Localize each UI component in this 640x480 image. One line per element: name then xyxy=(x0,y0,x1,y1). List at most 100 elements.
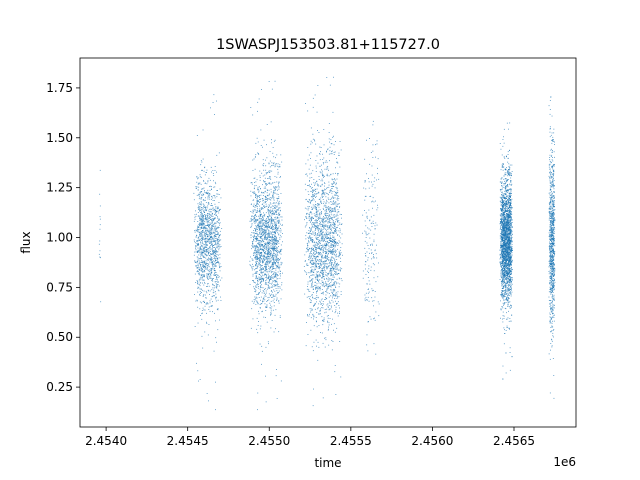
data-point xyxy=(254,221,256,222)
data-point xyxy=(323,226,325,228)
data-point xyxy=(264,228,265,230)
data-point xyxy=(305,345,307,347)
data-point xyxy=(310,253,312,255)
data-point xyxy=(312,258,314,260)
data-point xyxy=(207,244,208,246)
data-point xyxy=(335,286,336,288)
data-point xyxy=(322,254,324,256)
data-point xyxy=(274,285,276,287)
data-point xyxy=(315,258,317,260)
data-point xyxy=(324,182,325,184)
data-point xyxy=(311,206,312,208)
data-point xyxy=(321,190,323,192)
data-point xyxy=(322,281,324,283)
data-point xyxy=(204,234,205,236)
data-point xyxy=(333,144,335,146)
data-point xyxy=(316,180,318,182)
data-point xyxy=(218,243,220,245)
data-point xyxy=(255,236,257,237)
data-point xyxy=(276,193,278,195)
data-point xyxy=(250,256,251,258)
data-point xyxy=(332,209,334,211)
data-point xyxy=(333,253,335,255)
data-point xyxy=(321,256,322,258)
data-point xyxy=(318,179,320,180)
data-point xyxy=(211,258,213,260)
data-point xyxy=(256,278,258,280)
data-point xyxy=(332,203,334,205)
data-point xyxy=(337,209,339,211)
data-point xyxy=(217,289,219,291)
data-point xyxy=(325,260,327,262)
data-point xyxy=(251,215,253,217)
data-point xyxy=(309,215,311,217)
data-point xyxy=(275,375,277,377)
data-point xyxy=(324,221,326,223)
data-point xyxy=(319,159,321,161)
data-point xyxy=(335,209,337,211)
data-point xyxy=(342,254,343,256)
data-point xyxy=(201,233,203,235)
data-point xyxy=(200,204,202,206)
data-point xyxy=(208,257,209,259)
data-point xyxy=(312,314,314,316)
data-point xyxy=(253,269,255,271)
data-point xyxy=(312,254,314,256)
data-point xyxy=(210,243,212,245)
data-point xyxy=(262,250,264,251)
data-point xyxy=(321,220,323,222)
data-point xyxy=(259,247,261,249)
data-point xyxy=(327,148,329,150)
data-point xyxy=(206,191,208,193)
data-point xyxy=(313,305,314,307)
data-point xyxy=(207,241,208,243)
data-point xyxy=(214,295,215,297)
data-point xyxy=(262,232,264,234)
data-point xyxy=(312,274,314,276)
data-point xyxy=(195,245,196,247)
data-point xyxy=(275,293,277,295)
data-point xyxy=(199,285,201,287)
data-point xyxy=(208,259,210,261)
data-point xyxy=(316,193,318,195)
data-point xyxy=(194,273,196,275)
data-point xyxy=(254,233,256,234)
data-point xyxy=(206,273,208,274)
data-point xyxy=(202,227,204,229)
data-point xyxy=(335,271,337,273)
data-point xyxy=(208,217,210,219)
data-point xyxy=(341,233,343,235)
data-point xyxy=(258,244,260,246)
data-point xyxy=(198,249,200,251)
data-point xyxy=(331,259,332,261)
data-point xyxy=(262,184,263,186)
data-point xyxy=(273,196,275,198)
data-point xyxy=(264,237,266,239)
data-point xyxy=(341,214,342,215)
data-point xyxy=(208,266,210,268)
data-point xyxy=(322,257,324,259)
data-point xyxy=(264,220,265,221)
data-point xyxy=(210,271,212,273)
data-point xyxy=(336,283,337,285)
data-point xyxy=(320,197,322,199)
data-point xyxy=(315,167,317,169)
data-point xyxy=(268,280,270,282)
data-point xyxy=(325,247,327,249)
data-point xyxy=(334,281,336,283)
data-point xyxy=(215,225,217,227)
data-point xyxy=(271,88,273,90)
data-point xyxy=(335,203,337,205)
data-point xyxy=(319,240,320,241)
data-point xyxy=(199,206,201,208)
data-point xyxy=(308,236,310,238)
data-point xyxy=(323,217,325,219)
data-point xyxy=(256,199,258,201)
data-point xyxy=(273,199,275,201)
data-point xyxy=(332,183,334,185)
data-point xyxy=(256,284,258,286)
data-point xyxy=(208,221,210,223)
data-point xyxy=(221,228,223,229)
data-point xyxy=(310,317,312,319)
data-point xyxy=(215,214,217,216)
